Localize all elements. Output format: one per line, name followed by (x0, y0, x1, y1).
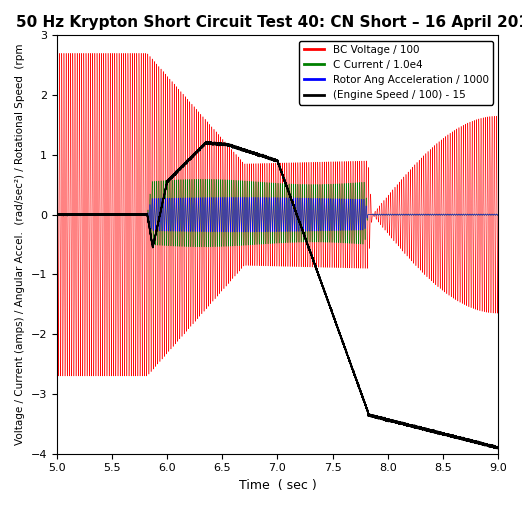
X-axis label: Time  ( sec ): Time ( sec ) (239, 479, 316, 492)
Y-axis label: Voltage / Current (amps) / Angular Accel.  (rad/sec²) / Rotational Speed  (rpm: Voltage / Current (amps) / Angular Accel… (15, 44, 25, 445)
Legend: BC Voltage / 100, C Current / 1.0e4, Rotor Ang Acceleration / 1000, (Engine Spee: BC Voltage / 100, C Current / 1.0e4, Rot… (300, 41, 493, 104)
Title: 50 Hz Krypton Short Circuit Test 40: CN Short – 16 April 2019: 50 Hz Krypton Short Circuit Test 40: CN … (16, 15, 522, 30)
